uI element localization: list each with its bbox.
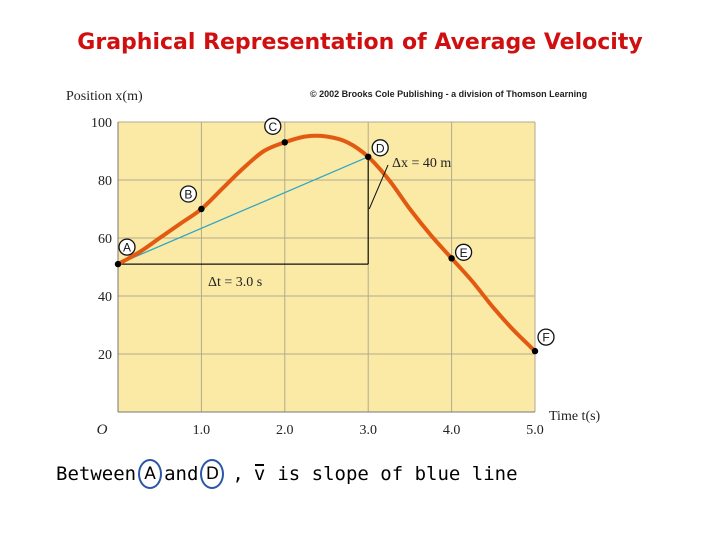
y-tick-label: 80 <box>98 174 112 189</box>
y-tick-label: 100 <box>91 116 112 131</box>
y-tick-label: 60 <box>98 232 112 247</box>
caption-and: and <box>164 463 199 485</box>
point-badge-c <box>264 117 282 135</box>
x-tick-label: 4.0 <box>443 423 461 438</box>
x-tick-label: 3.0 <box>359 423 377 438</box>
data-point-f <box>531 347 539 355</box>
point-d-badge: D <box>200 459 225 489</box>
point-label-d: D <box>376 141 385 155</box>
data-point-c <box>281 139 288 146</box>
delta-t-label: Δt = 3.0 s <box>208 275 262 290</box>
point-badge-f <box>537 328 555 346</box>
point-badge-a <box>118 238 136 256</box>
delta-x-label: Δx = 40 m <box>392 156 451 171</box>
point-label-f: F <box>542 331 549 345</box>
average-velocity-symbol: v <box>253 463 266 485</box>
y-axis-label: Position x(m) <box>66 89 143 104</box>
copyright-note: © 2002 Brooks Cole Publishing - a divisi… <box>310 89 587 99</box>
caption-comma: , <box>232 463 244 485</box>
point-label-e: E <box>460 246 468 260</box>
point-label-c: C <box>268 120 277 134</box>
x-tick-label: 1.0 <box>193 423 211 438</box>
data-point-b <box>198 205 205 213</box>
data-point-a <box>114 260 122 268</box>
caption: Between A and D , v is slope of blue lin… <box>56 458 518 490</box>
plot-area <box>118 122 535 412</box>
point-badge-d <box>371 139 389 157</box>
x-tick-label: 5.0 <box>526 423 544 438</box>
caption-suffix: is slope of blue line <box>277 463 518 485</box>
data-point-d <box>365 153 372 160</box>
origin-label: O <box>97 422 108 438</box>
y-tick-label: 20 <box>98 348 112 363</box>
point-label-b: B <box>184 188 192 202</box>
position-time-chart: © 2002 Brooks Cole Publishing - a divisi… <box>66 89 601 438</box>
point-label-a: A <box>123 241 131 255</box>
point-a-badge: A <box>138 459 163 489</box>
point-badge-e <box>454 243 473 261</box>
caption-prefix: Between <box>56 463 137 485</box>
secant-line <box>117 156 369 265</box>
slide-title: Graphical Representation of Average Velo… <box>77 30 643 55</box>
position-curve <box>116 133 537 354</box>
x-tick-label: 2.0 <box>276 423 294 438</box>
delta-x-leader <box>368 164 389 210</box>
y-tick-label: 40 <box>98 290 112 305</box>
data-point-e <box>448 255 455 262</box>
point-badge-b <box>179 185 198 203</box>
x-axis-label: Time t(s) <box>549 409 601 424</box>
